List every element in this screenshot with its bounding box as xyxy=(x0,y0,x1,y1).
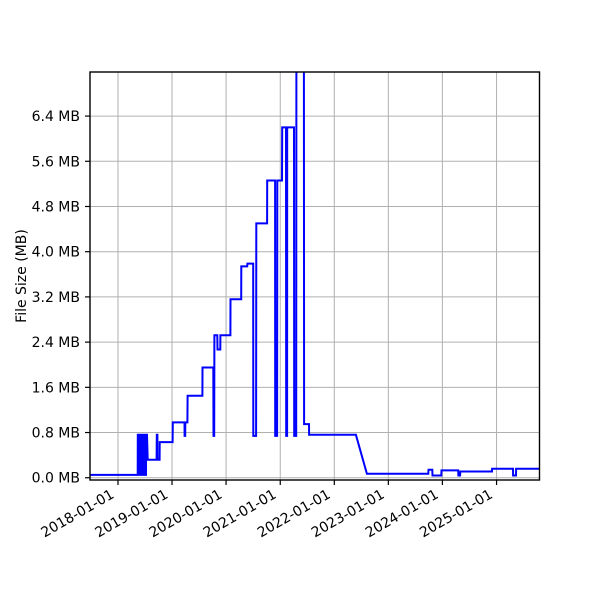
tick-marks xyxy=(85,115,498,485)
y-tick-label: 6.4 MB xyxy=(32,109,80,125)
y-tick-label: 4.8 MB xyxy=(32,199,80,215)
grid xyxy=(90,72,540,480)
y-tick-label: 1.6 MB xyxy=(32,380,80,396)
y-tick-label: 0.8 MB xyxy=(32,426,80,442)
plot-border xyxy=(89,71,541,481)
y-tick-label: 5.6 MB xyxy=(32,154,80,170)
y-tick-label: 0.0 MB xyxy=(32,471,80,487)
y-tick-label: 3.2 MB xyxy=(32,290,80,306)
y-axis-title: File Size (MB) xyxy=(14,229,30,323)
series-file-size-line xyxy=(90,72,540,477)
tick-labels: 2018-01-012019-01-012020-01-012021-01-01… xyxy=(32,109,496,541)
y-tick-label: 4.0 MB xyxy=(32,245,80,261)
y-tick-label: 2.4 MB xyxy=(32,335,80,351)
